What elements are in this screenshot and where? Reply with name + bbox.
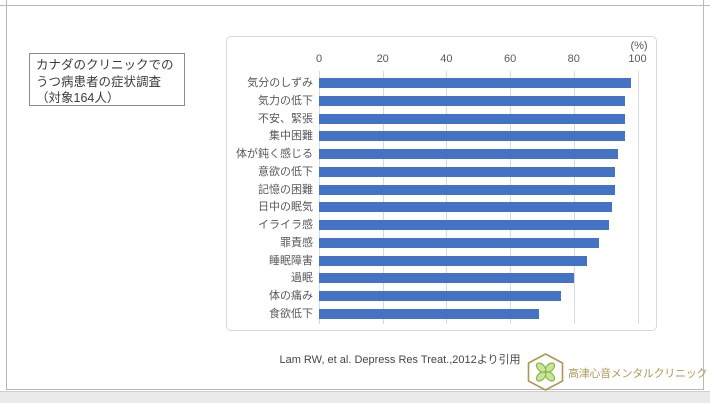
- page-border-top: [0, 5, 710, 6]
- bar-12: [319, 273, 574, 284]
- clinic-logo-hexagon-icon: [527, 353, 564, 391]
- axis-unit-label: (%): [630, 40, 648, 52]
- category-label: 不安、緊張: [258, 112, 313, 125]
- bar-11: [319, 255, 587, 266]
- bar-1: [319, 78, 632, 88]
- gridline-100: [637, 71, 639, 324]
- category-label: 睡眠障害: [269, 254, 313, 267]
- x-tick-label-80: 80: [567, 53, 580, 65]
- category-label: 体の痛み: [269, 290, 313, 303]
- x-tick-label-100: 100: [628, 53, 647, 65]
- bar-6: [319, 166, 616, 177]
- chart-card: (%) 0 20 40 60 80 100 気分のしずみ気力の低下不安、緊張集中困難体が鈍く…: [226, 36, 657, 331]
- bar-9: [319, 220, 609, 231]
- survey-info-line3: （対象164人）: [36, 91, 120, 105]
- category-label: 罪責感: [280, 236, 313, 249]
- category-label: 日中の眠気: [258, 201, 313, 214]
- clinic-name-text: 高津心音メンタルクリニック: [568, 368, 708, 380]
- category-label: 体が鈍く感じる: [236, 148, 313, 161]
- category-label: 食欲低下: [269, 308, 313, 320]
- category-label: 気力の低下: [258, 94, 313, 107]
- x-tick-label-20: 20: [376, 53, 389, 65]
- gridline-0: [319, 71, 320, 324]
- bar-13: [319, 291, 562, 302]
- bar-14: [319, 309, 539, 319]
- x-tick-label-40: 40: [440, 53, 453, 65]
- category-label: 集中困難: [269, 130, 313, 143]
- gridline-20: [382, 71, 384, 324]
- bar-5: [319, 149, 619, 160]
- gridline-80: [573, 71, 575, 324]
- bar-2: [319, 95, 625, 106]
- category-label: 記憶の困難: [258, 183, 313, 196]
- page-border-left: [6, 0, 7, 390]
- survey-info-line1: カナダのクリニックでの: [36, 58, 174, 72]
- gridline-40: [446, 71, 448, 324]
- bar-7: [319, 184, 616, 195]
- category-label: イライラ感: [258, 219, 313, 232]
- citation-text: Lam RW, et al. Depress Res Treat.,2012より…: [279, 354, 521, 366]
- x-tick-label-0: 0: [315, 53, 323, 65]
- category-label: 過眠: [291, 272, 313, 285]
- bar-8: [319, 202, 613, 213]
- category-label: 気分のしずみ: [247, 77, 313, 89]
- category-label: 意欲の低下: [258, 165, 313, 178]
- page-border-bottom: [6, 389, 704, 390]
- survey-info-line2: うつ病患者の症状調査: [36, 74, 162, 89]
- bar-10: [319, 237, 600, 248]
- survey-info-box: カナダのクリニックでの うつ病患者の症状調査 （対象164人）: [29, 53, 185, 106]
- page-border-right: [703, 0, 704, 390]
- clinic-logo: 高津心音メンタルクリニック: [527, 353, 707, 393]
- page-bottom-strip: [0, 391, 710, 403]
- bar-4: [319, 131, 625, 142]
- gridline-60: [510, 71, 512, 324]
- bar-3: [319, 113, 625, 124]
- x-tick-label-60: 60: [503, 53, 517, 65]
